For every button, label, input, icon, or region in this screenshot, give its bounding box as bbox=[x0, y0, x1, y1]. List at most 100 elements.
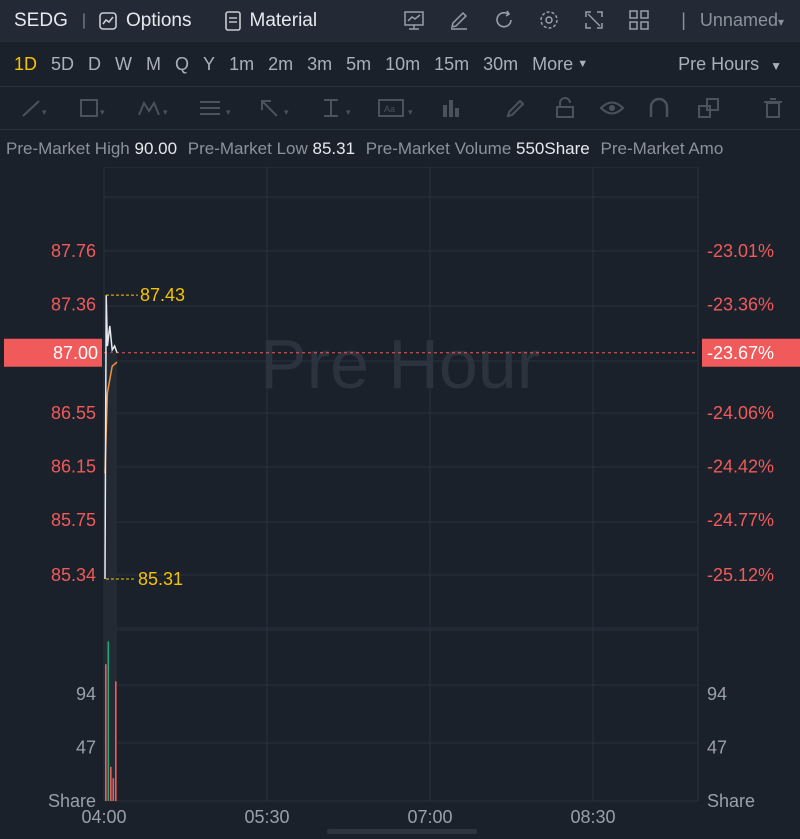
session-select[interactable]: Pre Hours ▼ bbox=[678, 54, 782, 75]
options-icon bbox=[99, 12, 117, 30]
trash-icon[interactable] bbox=[762, 97, 784, 124]
low-marker-label: 85.31 bbox=[138, 569, 183, 589]
svg-text:▾: ▾ bbox=[226, 107, 231, 117]
chevron-down-icon: ▼ bbox=[577, 58, 589, 70]
info-value: 85.31 bbox=[312, 139, 356, 158]
period-tab-30m[interactable]: 30m bbox=[483, 53, 519, 74]
info-label: Pre-Market Amo bbox=[600, 139, 724, 158]
indicator-icon[interactable] bbox=[402, 8, 426, 32]
percent-tick-label: -25.12% bbox=[707, 565, 774, 585]
volume-bar bbox=[105, 664, 107, 801]
volume-bar bbox=[107, 641, 110, 801]
separator: | bbox=[81, 12, 87, 29]
volume-bar bbox=[115, 681, 117, 801]
measure-tool-icon[interactable]: ▾ bbox=[320, 97, 354, 124]
price-tick-label: 87.36 bbox=[51, 295, 96, 315]
percent-tick-label: -24.77% bbox=[707, 510, 774, 530]
price-tick-label: 85.75 bbox=[51, 510, 96, 530]
fullscreen-icon[interactable] bbox=[582, 8, 606, 32]
period-tab-3m[interactable]: 3m bbox=[307, 53, 333, 74]
draw-icon[interactable] bbox=[447, 8, 471, 32]
text-tool-icon[interactable]: Aa ▾ bbox=[378, 97, 418, 124]
time-tick-label: 04:00 bbox=[81, 807, 126, 827]
rect-tool-icon[interactable]: ▾ bbox=[78, 97, 108, 124]
svg-text:▾: ▾ bbox=[284, 107, 289, 117]
volume-tick-label: 47 bbox=[707, 737, 727, 757]
period-tab-15m[interactable]: 15m bbox=[434, 53, 470, 74]
chevron-down-icon: ▼ bbox=[770, 58, 782, 73]
refresh-icon[interactable] bbox=[492, 8, 516, 32]
options-button[interactable]: Options bbox=[98, 10, 192, 32]
eye-icon[interactable] bbox=[599, 97, 625, 124]
current-price-badge bbox=[4, 338, 102, 367]
svg-text:▾: ▾ bbox=[163, 107, 168, 117]
period-tab-w[interactable]: W bbox=[115, 53, 133, 74]
pen-icon[interactable] bbox=[505, 97, 527, 124]
chart-tool-icon[interactable] bbox=[440, 97, 462, 124]
time-tick-label: 08:30 bbox=[570, 807, 615, 827]
period-tab-5d[interactable]: 5D bbox=[51, 53, 75, 74]
drawing-toolbar: ▾ ▾ ▾ ▾ ▾ ▾ Aa ▾ bbox=[0, 86, 800, 130]
info-label: Pre-Market Volume bbox=[365, 139, 512, 158]
material-button[interactable]: Material bbox=[224, 10, 318, 32]
period-tab-1m[interactable]: 1m bbox=[229, 53, 255, 74]
volume-bar bbox=[110, 766, 112, 801]
time-tick-label: 07:00 bbox=[407, 807, 452, 827]
arrow-tool-icon[interactable]: ▾ bbox=[258, 97, 292, 124]
period-tab-y[interactable]: Y bbox=[203, 53, 216, 74]
pre-market-info: Pre-Market High 90.00 Pre-Market Low 85.… bbox=[0, 131, 800, 167]
price-chart[interactable]: Pre Hour 87.76 -23.01% 87.36 -23.36% 86.55 -24… bbox=[0, 166, 800, 834]
settings-icon[interactable] bbox=[537, 8, 561, 32]
current-price-label: 87.00 bbox=[53, 343, 98, 363]
layout-grid-icon[interactable] bbox=[627, 8, 651, 32]
volume-tick-label: Share bbox=[707, 791, 755, 811]
time-tick-label: 05:30 bbox=[244, 807, 289, 827]
material-icon bbox=[224, 11, 241, 31]
chart-canvas[interactable]: Pre Hour 87.76 -23.01% 87.36 -23.36% 86.55 -24… bbox=[0, 166, 800, 834]
info-value: 90.00 bbox=[134, 139, 178, 158]
high-marker-label: 87.43 bbox=[140, 285, 185, 305]
svg-text:▾: ▾ bbox=[100, 107, 105, 117]
symbol-label[interactable]: SEDG bbox=[14, 10, 68, 31]
magnet-icon[interactable] bbox=[648, 97, 670, 124]
current-percent-label: -23.67% bbox=[707, 343, 774, 363]
period-tab-more[interactable]: More bbox=[532, 53, 574, 74]
chevron-down-icon: ▾ bbox=[777, 15, 784, 29]
material-label: Material bbox=[249, 10, 318, 31]
price-tick-label: 85.34 bbox=[51, 565, 96, 585]
volume-tick-label: 47 bbox=[76, 737, 96, 757]
period-tab-10m[interactable]: 10m bbox=[385, 53, 421, 74]
svg-text:▾: ▾ bbox=[408, 107, 413, 117]
volume-tick-label: Share bbox=[48, 791, 96, 811]
period-tab-d[interactable]: D bbox=[88, 53, 102, 74]
period-tab-q[interactable]: Q bbox=[175, 53, 190, 74]
period-tab-1d[interactable]: 1D bbox=[14, 53, 38, 74]
percent-tick-label: -23.36% bbox=[707, 295, 774, 315]
price-tick-label: 86.15 bbox=[51, 457, 96, 477]
info-value: 550Share bbox=[516, 139, 590, 158]
svg-text:▾: ▾ bbox=[42, 107, 47, 117]
percent-tick-label: -23.01% bbox=[707, 241, 774, 261]
layers-icon[interactable] bbox=[697, 97, 721, 124]
lock-icon[interactable] bbox=[554, 97, 576, 124]
layout-selector[interactable]: | Unnamed▾ bbox=[681, 10, 784, 31]
line-tool-icon[interactable]: ▾ bbox=[20, 97, 50, 124]
options-label: Options bbox=[126, 10, 192, 31]
watermark: Pre Hour bbox=[260, 325, 540, 403]
period-tab-m[interactable]: M bbox=[146, 53, 162, 74]
svg-text:Aa: Aa bbox=[384, 104, 395, 114]
session-label: Pre Hours bbox=[678, 53, 760, 74]
chart-scrollbar[interactable] bbox=[327, 829, 477, 834]
price-tick-label: 86.55 bbox=[51, 403, 96, 423]
layout-name: Unnamed bbox=[699, 10, 778, 30]
period-tab-5m[interactable]: 5m bbox=[346, 53, 372, 74]
percent-tick-label: -24.42% bbox=[707, 457, 774, 477]
info-label: Pre-Market High bbox=[6, 139, 130, 158]
percent-tick-label: -24.06% bbox=[707, 403, 774, 423]
pattern-tool-icon[interactable]: ▾ bbox=[137, 97, 171, 124]
svg-text:▾: ▾ bbox=[346, 107, 351, 117]
fib-tool-icon[interactable]: ▾ bbox=[198, 97, 234, 124]
period-tab-2m[interactable]: 2m bbox=[268, 53, 294, 74]
current-percent-badge bbox=[702, 338, 800, 367]
info-label: Pre-Market Low bbox=[187, 139, 308, 158]
